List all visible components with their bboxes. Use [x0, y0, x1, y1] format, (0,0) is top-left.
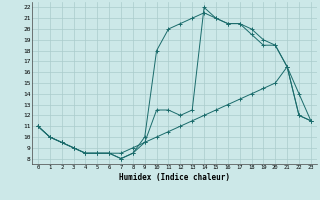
- X-axis label: Humidex (Indice chaleur): Humidex (Indice chaleur): [119, 173, 230, 182]
